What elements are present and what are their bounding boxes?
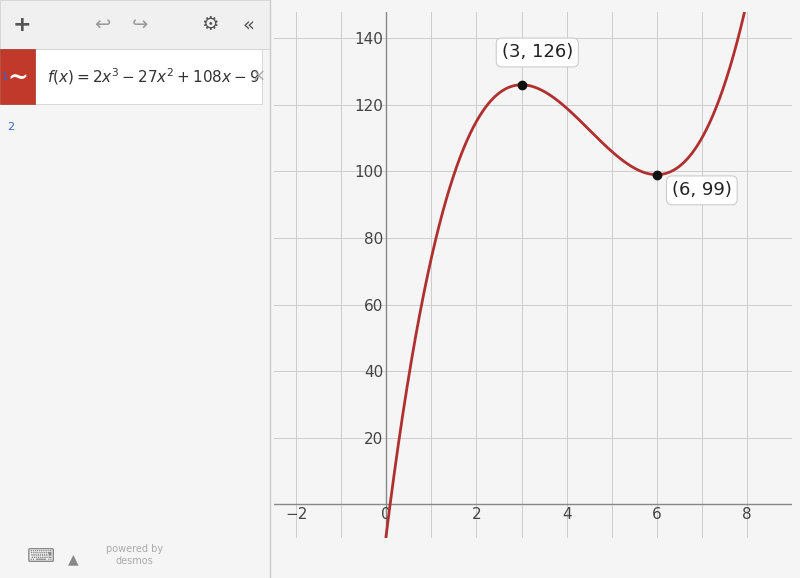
Text: 1: 1 — [2, 72, 9, 81]
Text: ▲: ▲ — [67, 553, 78, 566]
FancyBboxPatch shape — [32, 49, 262, 104]
Text: 2: 2 — [7, 122, 14, 132]
Text: «: « — [242, 15, 254, 34]
Text: powered by
desmos: powered by desmos — [106, 544, 163, 566]
Text: ⚙: ⚙ — [202, 15, 219, 34]
Text: ×: × — [252, 68, 266, 86]
Text: (6, 99): (6, 99) — [672, 181, 732, 199]
FancyBboxPatch shape — [0, 0, 270, 49]
Text: ↪: ↪ — [132, 15, 148, 34]
Text: $f(x) = 2x^3 - 27x^2 + 108x - 9$: $f(x) = 2x^3 - 27x^2 + 108x - 9$ — [47, 66, 260, 87]
Text: ⌨: ⌨ — [26, 547, 54, 566]
Text: (3, 126): (3, 126) — [502, 43, 573, 61]
Text: +: + — [12, 14, 31, 35]
Text: ↩: ↩ — [94, 15, 110, 34]
FancyBboxPatch shape — [0, 49, 35, 104]
Text: ~: ~ — [7, 65, 28, 88]
